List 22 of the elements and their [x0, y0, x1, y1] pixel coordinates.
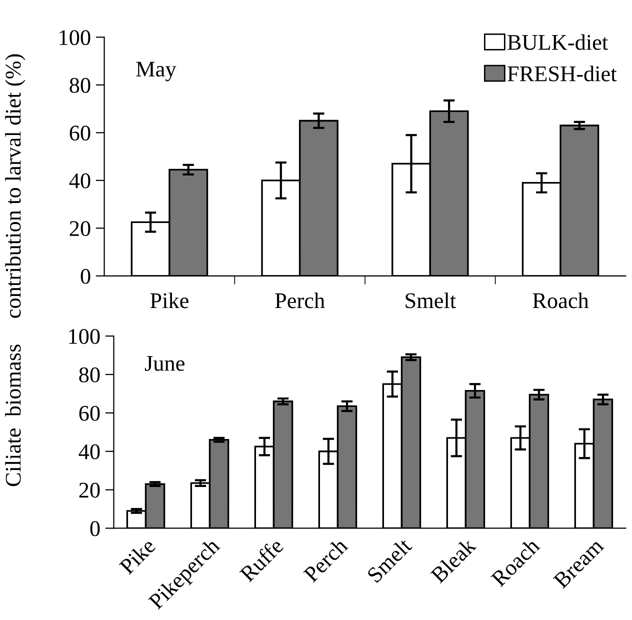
y-tick-label: 60 [79, 406, 100, 421]
y-tick-label: 80 [79, 367, 100, 382]
x-tick-label: Perch [275, 292, 325, 308]
y-tick-label: 0 [80, 268, 90, 284]
x-tick-label: Roach [532, 292, 589, 308]
y-tick-label: 100 [60, 30, 90, 46]
y-tick-label: 0 [90, 521, 100, 536]
x-tick-label: Pike [150, 292, 188, 308]
y-tick-label: 20 [79, 482, 100, 498]
y-tick-label: 40 [78, 444, 100, 460]
annotation: June [144, 356, 184, 371]
legend-label: FRESH-diet [508, 66, 617, 82]
y-tick-label: 40 [69, 173, 90, 188]
y-tick-label: 60 [70, 126, 90, 141]
x-tick-label: Smelt [406, 292, 456, 308]
y-axis-title: Ciliate biomass [5, 344, 21, 486]
y-axis-title: contribution to larval diet (%) [5, 54, 26, 318]
legend-label: BULK-diet [508, 34, 608, 50]
annotation: May [136, 62, 176, 82]
y-tick-label: 20 [70, 221, 90, 236]
y-tick-label: 80 [70, 78, 90, 93]
y-tick-label: 100 [69, 328, 100, 344]
